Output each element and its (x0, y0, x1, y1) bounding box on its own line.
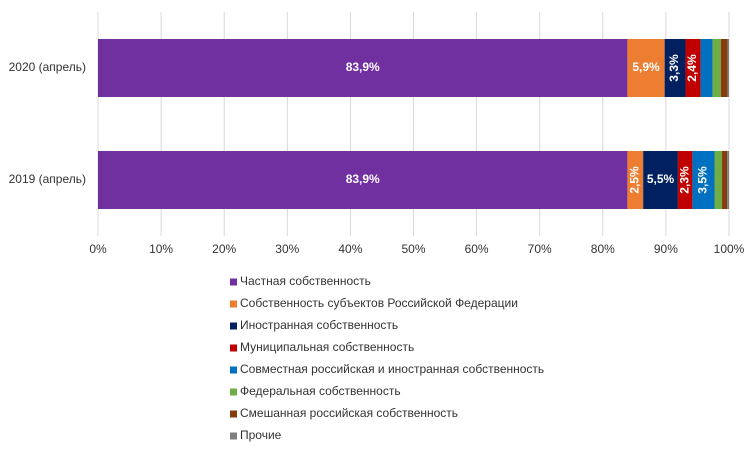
data-label: 2,4% (685, 54, 699, 82)
bar-segment (627, 39, 665, 97)
x-tick-label: 40% (338, 242, 362, 256)
bar-segment (727, 39, 729, 97)
bar-segment (627, 151, 644, 209)
legend-label: Федеральная собственность (240, 384, 401, 398)
y-tick-label: 2020 (апрель) (9, 60, 86, 74)
x-tick-label: 100% (714, 242, 745, 256)
data-label: 83,9% (346, 172, 380, 186)
bar-segment (712, 39, 721, 97)
x-tick-label: 0% (89, 242, 107, 256)
bar-segment (727, 151, 729, 209)
bar-segment (98, 39, 628, 97)
bar-segment (700, 39, 713, 97)
legend-label: Смешанная российская собственность (240, 406, 458, 420)
data-label: 2,3% (677, 166, 691, 194)
x-tick-label: 80% (591, 242, 615, 256)
x-tick-label: 20% (212, 242, 236, 256)
bar-segment (643, 151, 678, 209)
x-tick-label: 60% (465, 242, 489, 256)
legend-label: Иностранная собственность (240, 318, 398, 332)
bar-segment (722, 151, 728, 209)
bar-segment (98, 151, 628, 209)
legend-label: Частная собственность (240, 274, 371, 288)
data-label: 83,9% (346, 60, 380, 74)
legend-swatch (230, 344, 237, 352)
bar-segment (664, 39, 686, 97)
y-tick-label: 2019 (апрель) (9, 172, 86, 186)
legend-label: Совместная российская и иностранная собс… (240, 362, 544, 376)
legend-label: Прочие (240, 428, 282, 442)
legend-swatch (230, 300, 237, 308)
x-tick-label: 10% (149, 242, 173, 256)
legend-label: Собственность субъектов Российской Федер… (240, 296, 518, 310)
data-label: 5,5% (647, 172, 675, 186)
data-label: 5,9% (632, 60, 660, 74)
x-tick-label: 90% (654, 242, 678, 256)
bar-segment (692, 151, 715, 209)
legend-label: Муниципальная собственность (240, 340, 414, 354)
x-tick-label: 70% (528, 242, 552, 256)
legend-swatch (230, 366, 237, 374)
legend-swatch (230, 322, 237, 330)
legend-swatch (230, 432, 237, 440)
x-tick-label: 50% (401, 242, 425, 256)
legend-swatch (230, 410, 237, 418)
data-label: 3,3% (667, 54, 681, 82)
data-label: 3,5% (696, 166, 710, 194)
x-tick-label: 30% (275, 242, 299, 256)
bar-segment (677, 151, 693, 209)
data-label: 2,5% (627, 166, 641, 194)
bar-segment (685, 39, 701, 97)
legend-swatch (230, 278, 237, 286)
legend-swatch (230, 388, 237, 396)
bar-segment (720, 39, 728, 97)
bar-segment (714, 151, 723, 209)
